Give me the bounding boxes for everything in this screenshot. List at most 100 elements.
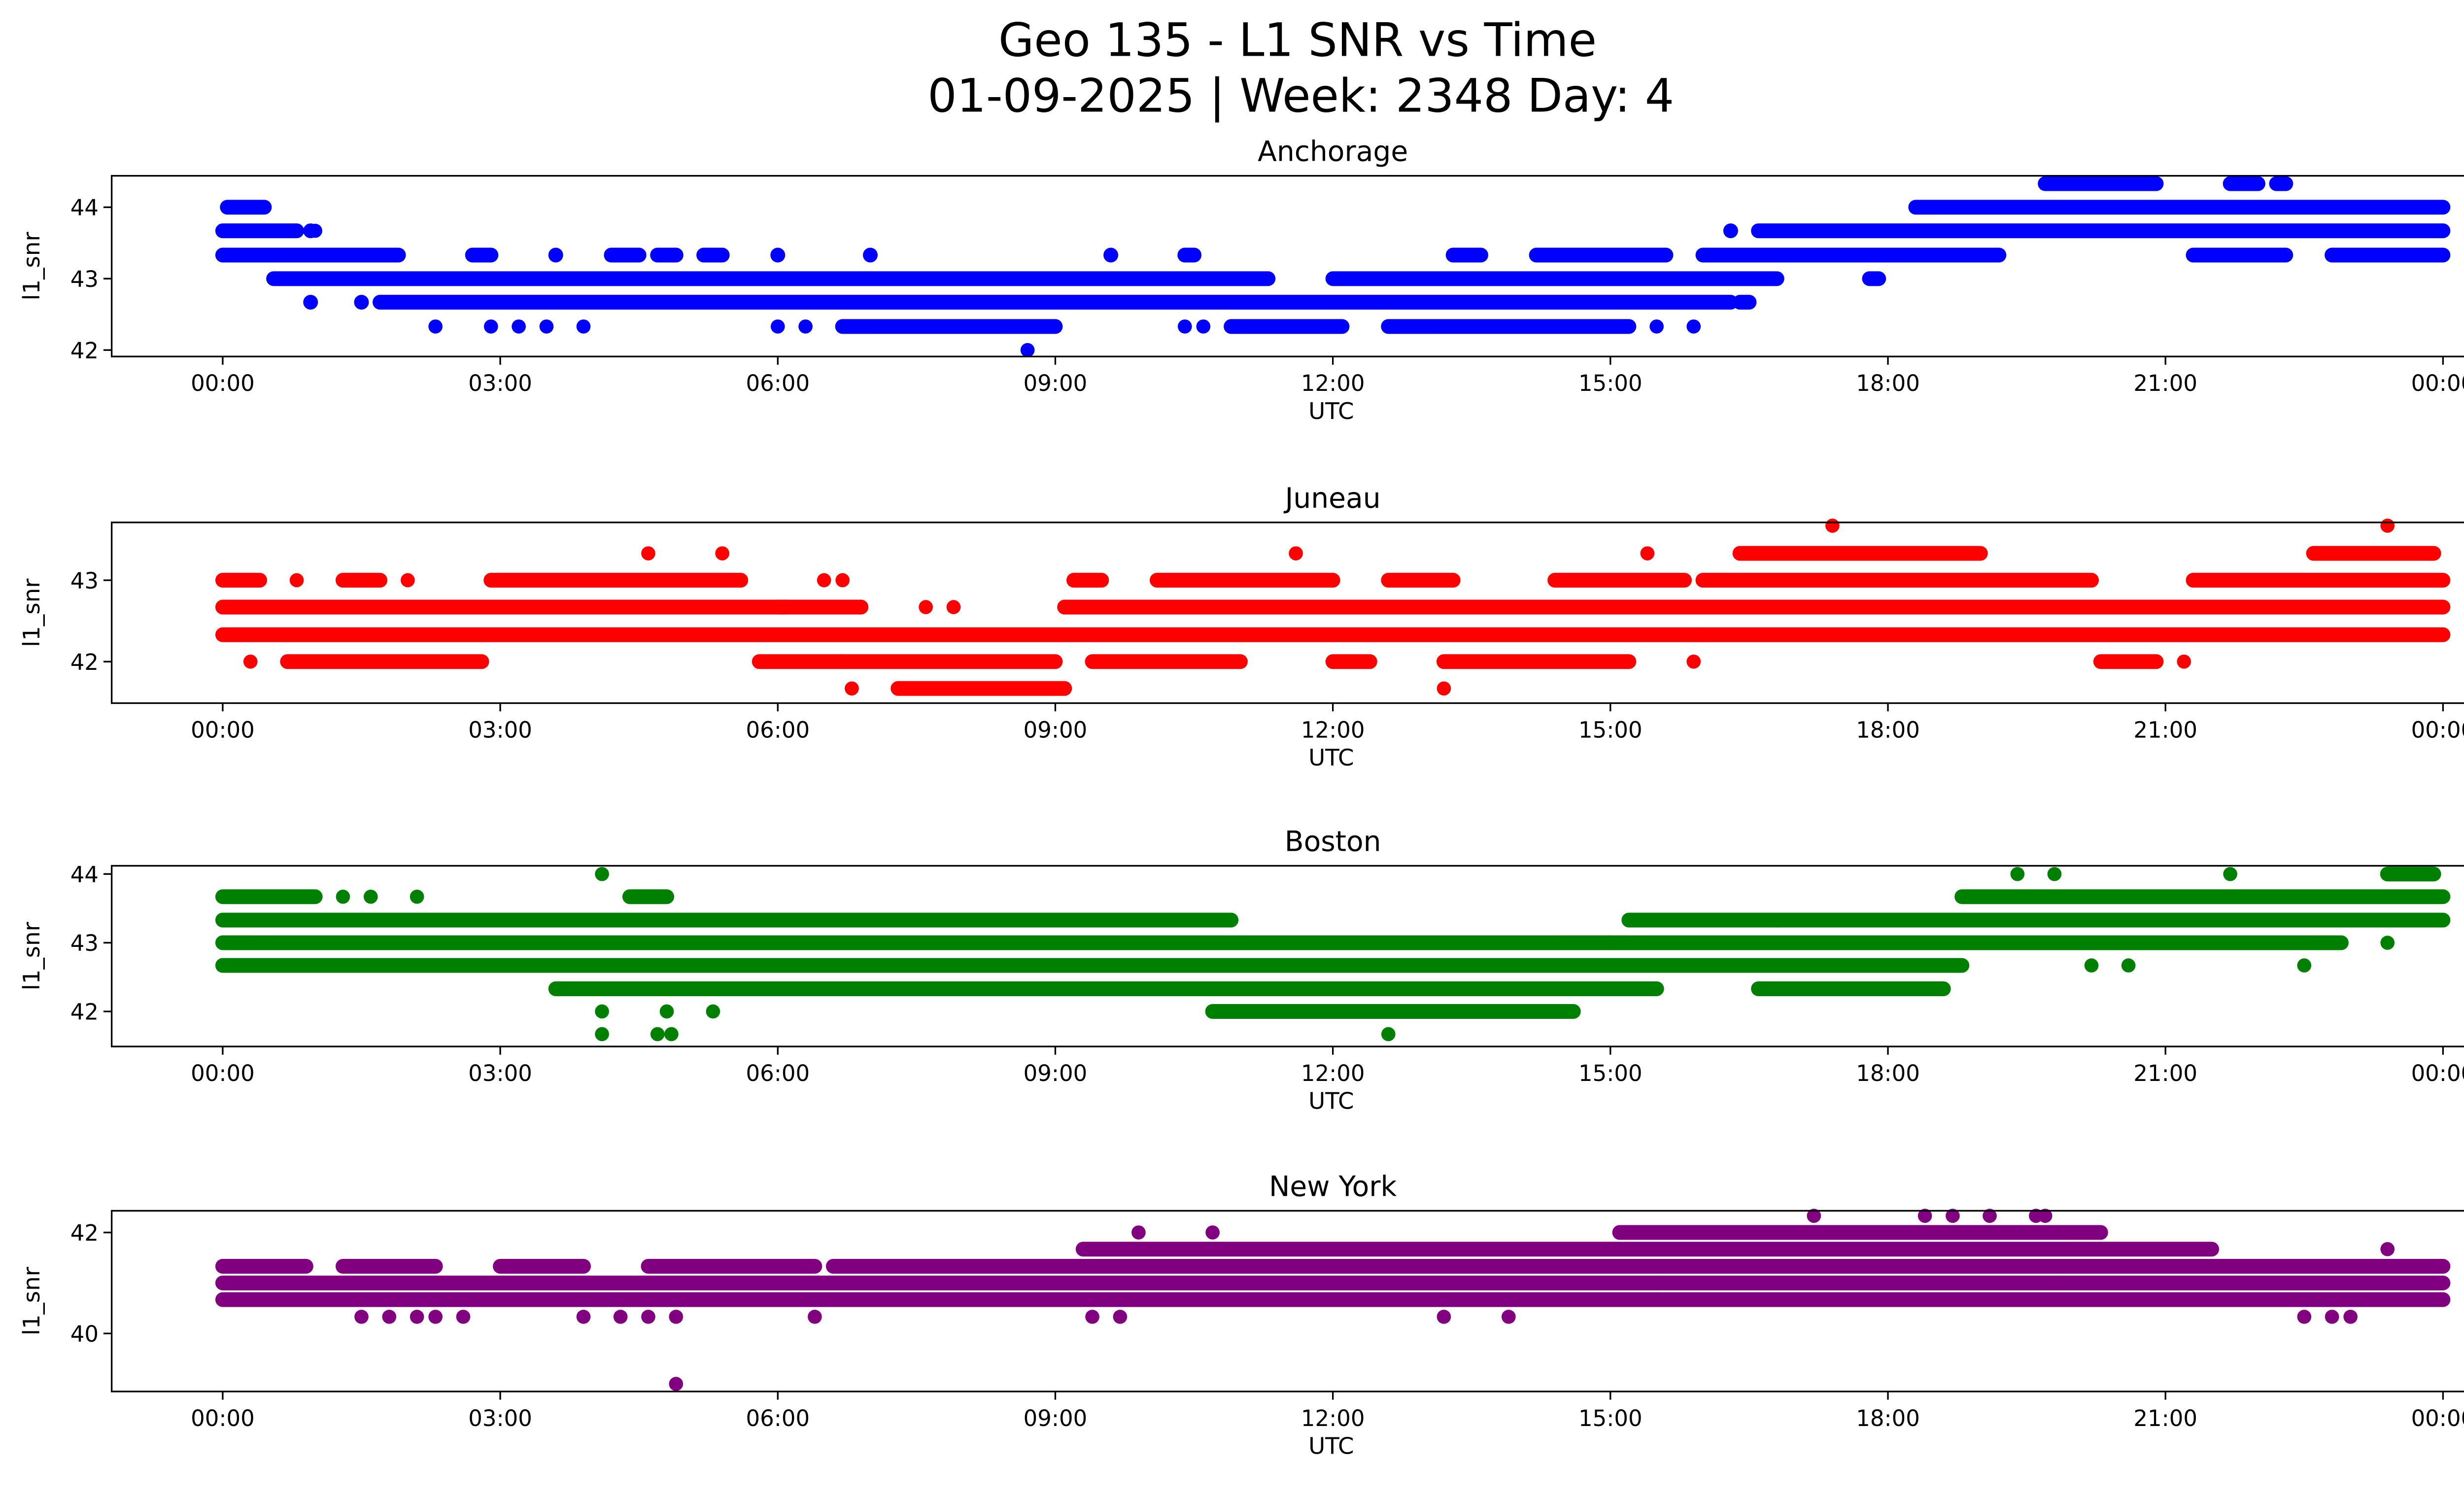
scatter-point [1381,1027,1396,1042]
scatter-point [2121,958,2136,973]
scatter-point [1177,319,1192,334]
x-tick-label: 18:00 [1856,370,1920,396]
scatter-point [1807,1209,1821,1223]
x-tick-label: 00:00 [191,717,255,743]
y-axis-label: l1_snr [19,921,45,990]
scatter-point [1825,519,1840,533]
x-tick-label: 00:00 [191,1060,255,1086]
scatter-point [1437,681,1451,696]
x-tick-label: 21:00 [2133,1405,2197,1431]
scatter-point [1640,546,1655,560]
y-tick-label: 43 [70,266,99,292]
scatter-point [595,1027,609,1042]
scatter-point [669,1377,684,1391]
x-tick-label: 15:00 [1578,370,1643,396]
x-tick-label: 00:00 [2411,717,2464,743]
scatter-point [354,1310,369,1324]
y-tick-label: 42 [70,338,99,364]
x-tick-label: 15:00 [1578,1060,1643,1086]
subplot-title: New York [1269,1170,1397,1203]
y-axis-label: l1_snr [19,578,45,647]
x-tick-label: 06:00 [746,717,810,743]
x-tick-label: 21:00 [2133,370,2197,396]
subplot-juneau: Juneau 00:00 03:00 06:00 09:00 12:00 15:00 18:0… [19,482,2464,771]
y-tick-label: 42 [70,1220,99,1246]
x-axis-label: UTC [1308,1088,1354,1115]
scatter-point [641,546,655,560]
x-tick-label: 12:00 [1301,1060,1365,1086]
scatter-point [664,1027,679,1042]
x-axis-label: UTC [1308,745,1354,771]
scatter-point [2380,936,2395,950]
scatter-point [428,319,443,334]
scatter-point [1983,1209,1997,1223]
scatter-point [2047,867,2062,881]
scatter-point [2343,1310,2358,1324]
scatter-point [308,223,322,238]
scatter-point [1205,1225,1220,1240]
x-tick-label: 00:00 [2411,1405,2464,1431]
data-series [215,1209,2451,1391]
x-tick-label: 06:00 [746,1405,810,1431]
scatter-point [669,1310,684,1324]
x-tick-label: 03:00 [468,1060,532,1086]
scatter-point [2380,519,2395,533]
chart-title: Geo 135 - L1 SNR vs Time [998,13,1597,67]
subplot-new-york: New York 00:00 03:00 06:00 09:00 12:00 15:00 18… [19,1170,2464,1460]
subplot-title: Juneau [1284,482,1381,515]
x-tick-label: 15:00 [1578,1405,1643,1431]
subplot-title: Anchorage [1258,136,1408,168]
scatter-point [715,546,729,560]
scatter-point [770,319,785,334]
subplot-boston: Boston 00:00 03:00 06:00 09:00 12:00 15:00 18:0… [19,825,2464,1115]
scatter-point [659,1004,674,1019]
scatter-point [1020,343,1035,357]
x-tick-label: 03:00 [468,370,532,396]
scatter-point [2223,867,2237,881]
y-tick-label: 42 [70,999,99,1025]
chart-subtitle: 01-09-2025 | Week: 2348 Day: 4 [927,70,1674,123]
scatter-point [2010,867,2025,881]
x-tick-label: 09:00 [1024,370,1088,396]
x-tick-label: 21:00 [2133,717,2197,743]
y-tick-label: 44 [70,195,99,221]
scatter-point [817,573,831,588]
y-tick-label: 42 [70,649,99,675]
y-tick-label: 44 [70,862,99,888]
scatter-point [650,1027,665,1042]
x-tick-label: 21:00 [2133,1060,2197,1086]
x-tick-label: 00:00 [2411,370,2464,396]
scatter-point [2297,958,2312,973]
x-tick-label: 09:00 [1024,717,1088,743]
scatter-point [336,889,350,904]
scatter-point [1289,546,1303,560]
x-tick-label: 18:00 [1856,717,1920,743]
scatter-point [2325,1310,2339,1324]
scatter-point [1686,319,1701,334]
x-tick-label: 03:00 [468,717,532,743]
scatter-point [243,654,258,669]
scatter-point [798,319,813,334]
scatter-point [2297,1310,2312,1324]
scatter-point [1437,1310,1451,1324]
scatter-point [595,867,609,881]
y-axis-label: l1_snr [19,232,45,301]
scatter-point [919,600,933,614]
subplot-anchorage: Anchorage 00:00 03:00 06:00 09:00 12:00 15:00 1… [19,136,2464,425]
data-series [215,176,2451,357]
scatter-point [483,319,498,334]
x-tick-label: 15:00 [1578,717,1643,743]
scatter-point [576,1310,591,1324]
scatter-point [808,1310,822,1324]
scatter-point [2380,1242,2395,1256]
data-series [215,867,2451,1042]
scatter-point [2084,958,2099,973]
scatter-point [1131,1225,1146,1240]
scatter-point [382,1310,397,1324]
scatter-point [641,1310,655,1324]
scatter-point [363,889,378,904]
scatter-point [835,573,850,588]
subplot-title: Boston [1285,825,1381,858]
x-tick-label: 00:00 [191,370,255,396]
